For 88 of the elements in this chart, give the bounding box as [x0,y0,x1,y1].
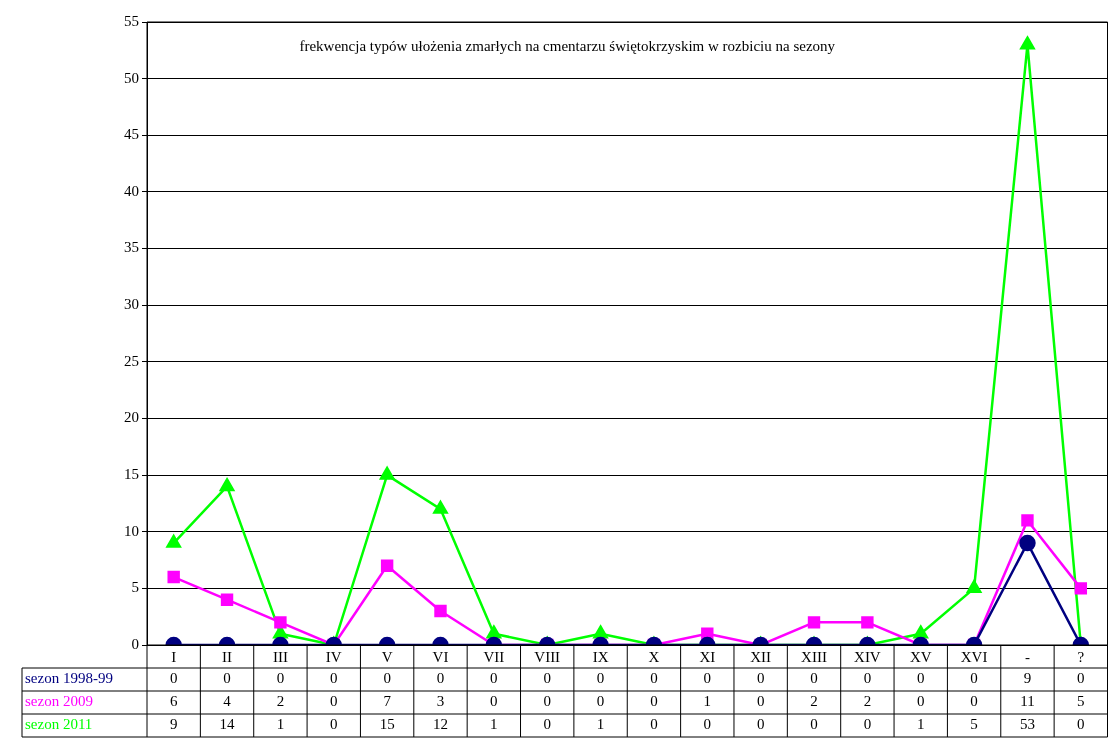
data-label: 0 [703,670,712,687]
data-label: 0 [650,716,658,733]
text: sezon 2011 [25,716,93,733]
data-label: 2 [863,693,872,710]
data-label: 0 [543,693,551,710]
y-tick-label: 45 [124,126,139,143]
data-label: 0 [916,670,925,687]
data-label: 0 [276,670,285,687]
data-label: 0 [490,670,498,687]
x-tick-label: IX [592,648,609,665]
data-label: 1 [490,716,498,733]
data-label: 0 [543,670,551,687]
x-tick-label: XIII [801,648,827,665]
data-label: 0 [1077,670,1085,687]
data-label: 0 [916,693,925,710]
text: sezon 2009 [25,693,93,710]
x-tick-label: - [1024,648,1030,665]
y-tick-label: 20 [124,409,139,426]
y-tick-label: 5 [131,579,139,596]
data-label: 0 [330,716,338,733]
x-tick-label: XI [699,648,716,665]
x-tick-label: VII [483,648,505,665]
data-label: 5 [970,716,978,733]
text: frekwencja typów ułożenia zmarłych na cmentarzu świętokrzyskim w rozbiciu na sezony [299,37,836,54]
y-tick-label: 0 [131,635,139,652]
data-label: 53 [1019,716,1035,733]
text: sezon 1998-99 [25,670,113,687]
data-label: 2 [276,693,285,710]
y-tick-label: 35 [124,239,139,256]
x-tick-label: V [381,648,393,665]
data-label: 7 [383,693,392,710]
data-label: 5 [1077,693,1085,710]
y-tick-label: 40 [124,182,139,199]
data-label: 1 [703,693,712,710]
data-label: 3 [436,693,445,710]
data-label: 0 [490,693,498,710]
data-label: 0 [596,670,605,687]
y-tick-label: 30 [124,296,139,313]
x-tick-label: XII [750,648,772,665]
data-label: 0 [1077,716,1085,733]
data-label: 0 [810,670,818,687]
y-tick-label: 55 [124,12,139,29]
x-tick-label: III [272,648,288,665]
data-label: 0 [330,693,338,710]
x-tick-label: VI [432,648,449,665]
x-tick-label: XIV [854,648,881,665]
data-label: 2 [810,693,818,710]
data-label: 9 [1023,670,1032,687]
data-label: 0 [650,670,658,687]
y-tick-label: 25 [124,352,139,369]
data-label: 0 [703,716,712,733]
data-label: 0 [863,716,872,733]
data-label: 6 [169,693,178,710]
x-tick-label: II [222,648,233,665]
x-tick-label: VIII [534,648,561,665]
data-label: 11 [1020,693,1035,710]
data-label: 0 [543,716,551,733]
data-label: 0 [223,670,231,687]
data-label: 4 [223,693,232,710]
data-label: 0 [169,670,178,687]
data-label: 0 [383,670,391,687]
data-label: 1 [596,716,605,733]
data-label: 14 [219,716,236,733]
x-tick-label: X [648,648,660,665]
data-label: 12 [432,716,448,733]
y-tick-label: 15 [124,466,139,483]
x-tick-label: ? [1077,648,1085,665]
data-label: 0 [330,670,338,687]
y-tick-label: 50 [124,69,139,86]
data-label: 0 [970,670,978,687]
data-label: 1 [276,716,285,733]
x-tick-label: XV [909,648,932,665]
data-label: 0 [810,716,818,733]
x-tick-label: IV [325,648,342,665]
data-label: 0 [863,670,872,687]
data-label: 0 [756,716,765,733]
x-tick-label: I [171,648,177,665]
data-label: 0 [756,670,765,687]
data-label: 0 [970,693,978,710]
data-label: 1 [916,716,925,733]
data-label: 15 [379,716,395,733]
data-label: 0 [650,693,658,710]
x-tick-label: XVI [960,648,988,665]
data-label: 0 [436,670,445,687]
data-label: 0 [756,693,765,710]
data-label: 9 [169,716,178,733]
y-tick-label: 10 [124,522,139,539]
data-label: 0 [596,693,605,710]
